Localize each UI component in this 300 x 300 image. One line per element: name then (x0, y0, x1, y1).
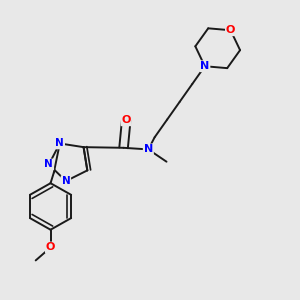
Text: N: N (56, 139, 64, 148)
Text: O: O (226, 25, 235, 35)
Text: N: N (44, 159, 53, 170)
Text: O: O (46, 242, 55, 253)
Text: N: N (200, 61, 209, 71)
Text: O: O (122, 115, 131, 125)
Text: N: N (61, 176, 70, 186)
Text: N: N (144, 144, 153, 154)
